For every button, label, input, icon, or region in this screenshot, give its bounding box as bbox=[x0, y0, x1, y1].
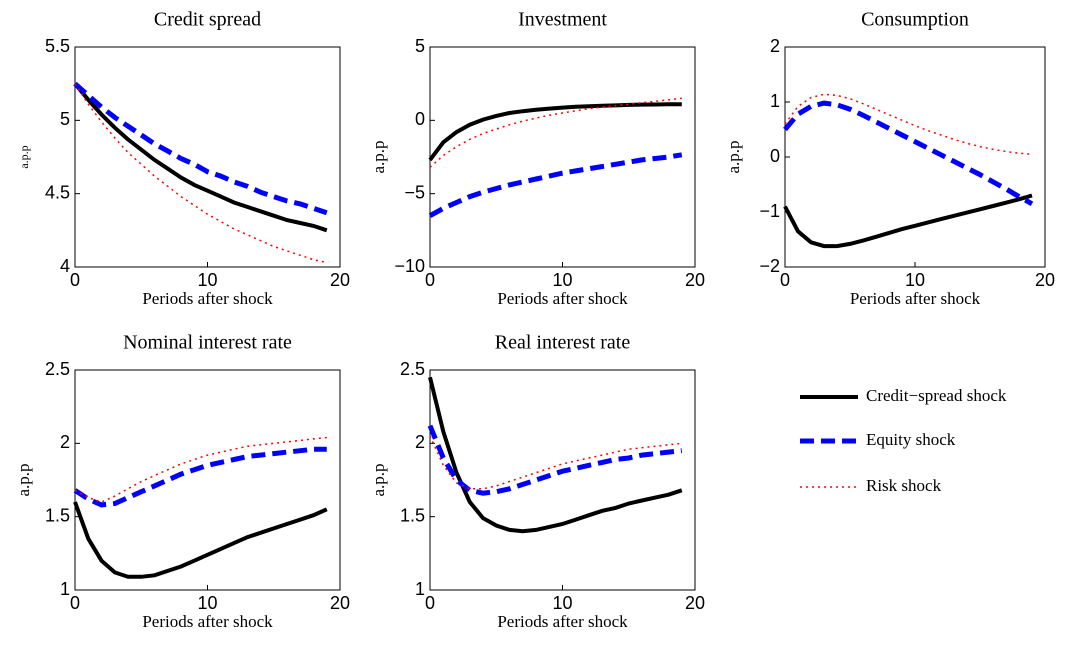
y-tick-label: 2 bbox=[770, 36, 780, 56]
series-line bbox=[428, 376, 683, 534]
series-line bbox=[429, 97, 682, 168]
y-tick-label: 5 bbox=[60, 109, 70, 129]
chart-title: Credit spread bbox=[154, 9, 261, 31]
y-axis-label: a.p.p bbox=[14, 463, 33, 496]
y-axis-label: a.p.p bbox=[724, 140, 743, 173]
y-tick-label: −2 bbox=[759, 256, 780, 276]
x-axis-label: Periods after shock bbox=[497, 612, 628, 631]
y-tick-label: 1 bbox=[60, 579, 70, 599]
x-tick-label: 10 bbox=[905, 270, 925, 290]
y-tick-label: 1.5 bbox=[400, 505, 425, 525]
series-line bbox=[73, 82, 328, 233]
plot-box bbox=[429, 46, 696, 268]
y-tick-label: 5.5 bbox=[45, 36, 70, 56]
series-line bbox=[783, 193, 1033, 249]
y-tick-label: 2.5 bbox=[45, 359, 70, 379]
series-line bbox=[73, 501, 328, 579]
x-tick-label: 10 bbox=[552, 270, 572, 290]
series-line bbox=[73, 81, 328, 216]
y-tick-label: 1 bbox=[415, 579, 425, 599]
y-tick-label: 1 bbox=[770, 91, 780, 111]
y-tick-label: 0 bbox=[770, 146, 780, 166]
series-line bbox=[74, 436, 327, 503]
series-line bbox=[428, 152, 683, 218]
y-tick-label: 2 bbox=[60, 432, 70, 452]
x-tick-label: 10 bbox=[197, 270, 217, 290]
legend-label: Credit−spread shock bbox=[866, 386, 1007, 405]
x-axis-label: Periods after shock bbox=[142, 289, 273, 308]
y-tick-label: −1 bbox=[759, 201, 780, 221]
series-line bbox=[428, 102, 682, 162]
y-tick-label: 0 bbox=[415, 109, 425, 129]
y-axis-label: a.p.p bbox=[369, 463, 388, 496]
plot-box bbox=[74, 369, 341, 591]
x-tick-label: 20 bbox=[330, 270, 350, 290]
plot-box bbox=[429, 369, 696, 591]
plot-box bbox=[784, 46, 1046, 268]
y-tick-label: 5 bbox=[415, 36, 425, 56]
x-tick-label: 20 bbox=[1035, 270, 1055, 290]
chart-title: Consumption bbox=[861, 9, 969, 31]
y-axis-label: a.p.p bbox=[369, 140, 388, 173]
x-tick-label: 0 bbox=[425, 270, 435, 290]
chart-title: Real interest rate bbox=[495, 332, 631, 354]
x-tick-label: 0 bbox=[70, 593, 80, 613]
y-tick-label: 2 bbox=[415, 432, 425, 452]
series-line bbox=[783, 100, 1034, 206]
x-tick-label: 0 bbox=[780, 270, 790, 290]
series-line bbox=[73, 446, 327, 508]
series-line bbox=[427, 424, 683, 496]
x-axis-label: Periods after shock bbox=[142, 612, 273, 631]
legend-label: Risk shock bbox=[866, 476, 942, 495]
x-tick-label: 0 bbox=[70, 270, 80, 290]
chart-title: Nominal interest rate bbox=[123, 332, 292, 354]
y-tick-label: −5 bbox=[404, 182, 425, 202]
y-axis-label: a.p.p bbox=[17, 145, 31, 168]
y-tick-label: 2.5 bbox=[400, 359, 425, 379]
y-tick-label: 1.5 bbox=[45, 505, 70, 525]
x-axis-label: Periods after shock bbox=[850, 289, 981, 308]
x-tick-label: 20 bbox=[685, 270, 705, 290]
plot-box bbox=[74, 46, 341, 268]
x-tick-label: 10 bbox=[197, 593, 217, 613]
y-tick-label: 4 bbox=[60, 256, 70, 276]
y-tick-label: −10 bbox=[394, 256, 425, 276]
x-tick-label: 10 bbox=[552, 593, 572, 613]
chart-title: Investment bbox=[518, 9, 607, 31]
x-tick-label: 0 bbox=[425, 593, 435, 613]
x-tick-label: 20 bbox=[685, 593, 705, 613]
x-axis-label: Periods after shock bbox=[497, 289, 628, 308]
y-tick-label: 4.5 bbox=[45, 182, 70, 202]
legend-label: Equity shock bbox=[866, 430, 956, 449]
x-tick-label: 20 bbox=[330, 593, 350, 613]
